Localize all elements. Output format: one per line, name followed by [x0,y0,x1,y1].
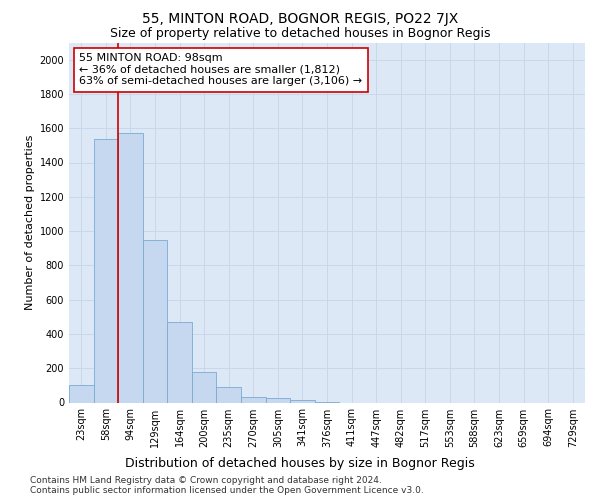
Y-axis label: Number of detached properties: Number of detached properties [25,135,35,310]
Bar [290,400,315,402]
Text: Size of property relative to detached houses in Bognor Regis: Size of property relative to detached ho… [110,28,490,40]
Text: Contains HM Land Registry data © Crown copyright and database right 2024.: Contains HM Land Registry data © Crown c… [30,476,382,485]
Bar [266,398,290,402]
Text: 55 MINTON ROAD: 98sqm
← 36% of detached houses are smaller (1,812)
63% of semi-d: 55 MINTON ROAD: 98sqm ← 36% of detached … [79,54,362,86]
Bar [118,134,143,402]
Bar [143,240,167,402]
Text: Distribution of detached houses by size in Bognor Regis: Distribution of detached houses by size … [125,458,475,470]
Bar [241,396,266,402]
Bar [94,138,118,402]
Bar [167,322,192,402]
Bar [192,372,217,402]
Bar [217,387,241,402]
Text: 55, MINTON ROAD, BOGNOR REGIS, PO22 7JX: 55, MINTON ROAD, BOGNOR REGIS, PO22 7JX [142,12,458,26]
Bar [69,386,94,402]
Text: Contains public sector information licensed under the Open Government Licence v3: Contains public sector information licen… [30,486,424,495]
